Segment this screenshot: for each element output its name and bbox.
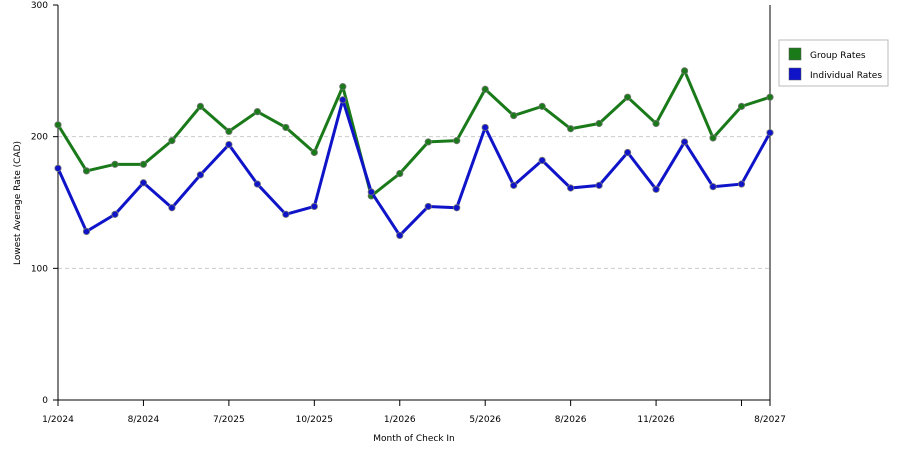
x-tick-label: 10/2025 — [296, 415, 333, 425]
x-tick-label: 8/2026 — [555, 415, 587, 425]
legend-swatch — [788, 67, 802, 81]
data-point — [652, 119, 660, 128]
x-tick-label: 8/2024 — [128, 415, 160, 425]
data-point — [225, 127, 233, 135]
x-tick-label: 11/2026 — [637, 415, 675, 425]
data-point — [538, 102, 546, 110]
data-point — [196, 102, 204, 110]
data-point — [339, 96, 347, 104]
series-line — [56, 69, 771, 198]
y-tick-label: 200 — [31, 133, 48, 143]
data-point — [282, 210, 290, 218]
data-point — [709, 134, 717, 142]
data-point — [737, 180, 746, 188]
data-point — [652, 185, 660, 193]
data-point — [54, 164, 62, 172]
y-tick-label: 300 — [31, 1, 48, 11]
data-point — [453, 204, 461, 212]
data-point — [111, 160, 119, 168]
data-point — [396, 169, 404, 178]
data-point — [623, 148, 632, 157]
legend-label: Individual Rates — [810, 71, 882, 81]
data-point — [680, 138, 689, 146]
data-point — [680, 67, 689, 75]
data-point — [481, 85, 489, 93]
data-point — [282, 123, 290, 132]
x-tick-label: 7/2025 — [213, 415, 245, 425]
data-point — [567, 125, 575, 133]
data-point — [367, 188, 375, 196]
data-point — [139, 179, 148, 187]
data-point — [396, 231, 404, 240]
data-point — [510, 181, 518, 189]
data-point — [225, 140, 233, 149]
data-point — [253, 108, 261, 116]
data-point — [310, 148, 318, 157]
data-point — [538, 156, 546, 164]
data-point — [623, 93, 632, 101]
data-point — [168, 137, 176, 145]
data-point — [253, 180, 261, 188]
data-point — [424, 202, 432, 211]
data-point — [737, 102, 746, 110]
data-point — [481, 123, 489, 132]
data-point — [111, 210, 119, 218]
data-point — [567, 184, 575, 192]
data-point — [424, 138, 432, 146]
legend-label: Group Rates — [810, 51, 866, 61]
data-point — [310, 202, 318, 211]
data-point — [595, 181, 603, 189]
x-tick-label: 1/2026 — [384, 415, 416, 425]
x-axis-label: Month of Check In — [373, 434, 455, 444]
y-tick-label: 100 — [31, 264, 48, 274]
data-point — [54, 121, 62, 129]
x-tick-label: 5/2026 — [469, 415, 501, 425]
data-point — [510, 112, 518, 120]
data-point — [168, 204, 176, 212]
data-point — [453, 137, 461, 145]
x-tick-label: 8/2027 — [754, 415, 786, 425]
data-point — [82, 167, 91, 175]
data-point — [766, 93, 774, 101]
data-point — [139, 160, 148, 168]
legend-swatch — [788, 47, 802, 61]
data-point — [82, 227, 91, 236]
data-point — [595, 119, 603, 128]
series-line — [56, 98, 772, 237]
y-axis-label: Lowest Average Rate (CAD) — [13, 141, 23, 265]
data-point — [196, 171, 204, 179]
data-point — [709, 183, 717, 191]
data-point — [766, 129, 774, 137]
y-tick-label: 0 — [42, 396, 48, 406]
x-tick-label: 1/2024 — [42, 415, 74, 425]
data-point — [339, 83, 347, 91]
